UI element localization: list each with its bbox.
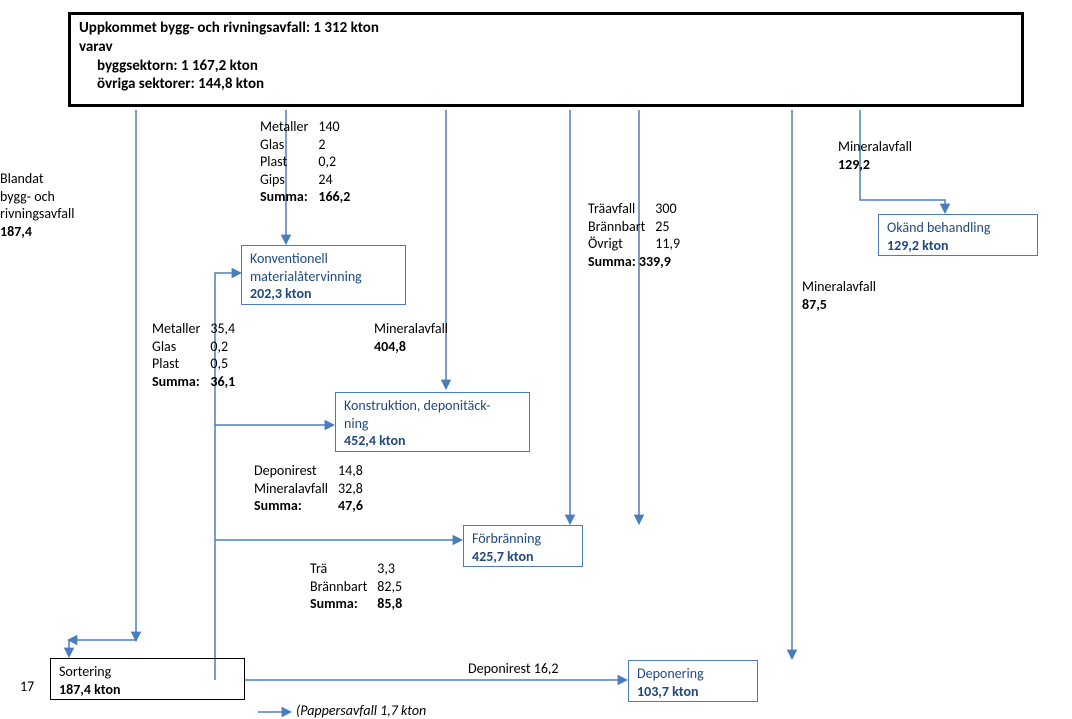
main-line4: övriga sektorer: 144,8 kton — [79, 75, 1013, 94]
table-cell: 14,8 — [338, 462, 373, 480]
mineral-404-v: 404,8 — [374, 338, 448, 356]
table-cell: Glas — [152, 338, 210, 356]
main-line2: varav — [79, 38, 1013, 57]
node-landfill: Deponering 103,7 kton — [628, 660, 758, 702]
mineral-87-l: Mineralavfall — [802, 278, 876, 296]
mineral-404-l: Mineralavfall — [374, 320, 448, 338]
table-cell: 11,9 — [655, 235, 690, 253]
node-sorting: Sortering 187,4 kton — [50, 658, 245, 700]
blandat-l1: Blandat — [0, 170, 110, 188]
table-materials-2: Metaller35,4Glas0,2Plast0,5Summa:36,1 — [152, 320, 245, 390]
mineral-129-label: Mineralavfall 129,2 — [838, 138, 912, 173]
table-sum-label: Summa: — [310, 595, 377, 613]
blandat-value: 187,4 — [0, 223, 110, 241]
table-cell: Plast — [260, 153, 318, 171]
table-cell: 140 — [318, 118, 360, 136]
table-cell: 24 — [318, 171, 360, 189]
node-recycling-value: 202,3 kton — [250, 285, 397, 303]
main-header-box: Uppkommet bygg- och rivningsavfall: 1 31… — [68, 12, 1024, 107]
table-sum-value: 85,8 — [377, 595, 412, 613]
table-sum-value: 166,2 — [318, 188, 360, 206]
node-construction-l2: ning — [344, 415, 521, 433]
node-landfill-value: 103,7 kton — [637, 683, 749, 701]
table-sum-label: Summa: — [254, 497, 338, 515]
blandat-l2: bygg- och — [0, 188, 110, 206]
node-sorting-title: Sortering — [59, 663, 236, 681]
table-cell: 35,4 — [210, 320, 245, 338]
table-cell: 25 — [655, 218, 690, 236]
table-tra-brannbart: Trä3,3Brännbart82,5Summa:85,8 — [310, 560, 412, 613]
table-cell: Deponirest — [254, 462, 338, 480]
main-line3: byggsektorn: 1 167,2 kton — [79, 57, 1013, 76]
table-sum: Summa: 339,9 — [588, 253, 690, 271]
blandat-l3: rivningsavfall — [0, 205, 110, 223]
node-construction-l1: Konstruktion, deponitäck- — [344, 397, 521, 415]
mineral-404-label: Mineralavfall 404,8 — [374, 320, 448, 355]
table-sum-label: Summa: — [260, 188, 318, 206]
table-cell: Mineralavfall — [254, 480, 338, 498]
table-sum-value: 47,6 — [338, 497, 373, 515]
table-cell: 32,8 — [338, 480, 373, 498]
table-cell: Glas — [260, 136, 318, 154]
table-cell: 3,3 — [377, 560, 412, 578]
node-combustion-value: 425,7 kton — [472, 548, 574, 566]
node-recycling-l2: materialåtervinning — [250, 268, 397, 286]
node-recycling: Konventionell materialåtervinning 202,3 … — [241, 245, 406, 305]
mineral-129-l: Mineralavfall — [838, 138, 912, 156]
table-cell: Metaller — [260, 118, 318, 136]
table-cell: 2 — [318, 136, 360, 154]
table-cell: Brännbart — [310, 578, 377, 596]
node-combustion-title: Förbränning — [472, 530, 574, 548]
table-cell: 300 — [655, 200, 690, 218]
page-number: 17 — [20, 678, 34, 695]
table-cell: 0,2 — [318, 153, 360, 171]
table-materials-1: Metaller140Glas2Plast0,2Gips24Summa:166,… — [260, 118, 360, 206]
mineral-87-v: 87,5 — [802, 296, 876, 314]
node-unknown-value: 129,2 kton — [887, 237, 1029, 255]
paper-waste-l1: (Pappersavfall 1,7 kton — [296, 702, 426, 719]
mineral-129-v: 129,2 — [838, 156, 912, 174]
node-landfill-title: Deponering — [637, 665, 749, 683]
blandat-label: Blandat bygg- och rivningsavfall 187,4 — [0, 170, 110, 240]
table-cell: 0,5 — [210, 355, 245, 373]
deponirest-16-label: Deponirest 16,2 — [468, 660, 559, 678]
mineral-87-label: Mineralavfall 87,5 — [802, 278, 876, 313]
table-traavfall: Träavfall300Brännbart25Övrigt11,9Summa: … — [588, 200, 690, 270]
table-cell: Trä — [310, 560, 377, 578]
node-sorting-value: 187,4 kton — [59, 681, 236, 699]
table-sum-value: 36,1 — [210, 373, 245, 391]
node-unknown: Okänd behandling 129,2 kton — [878, 214, 1038, 256]
deponirest-16-text: Deponirest 16,2 — [468, 660, 559, 677]
table-cell: 82,5 — [377, 578, 412, 596]
node-construction-value: 452,4 kton — [344, 432, 521, 450]
table-cell: Övrigt — [588, 235, 655, 253]
table-cell: Träavfall — [588, 200, 655, 218]
main-line1: Uppkommet bygg- och rivningsavfall: 1 31… — [79, 19, 1013, 38]
table-cell: Brännbart — [588, 218, 655, 236]
table-deponi-mineral: Deponirest14,8Mineralavfall32,8Summa:47,… — [254, 462, 373, 515]
node-construction: Konstruktion, deponitäck- ning 452,4 kto… — [335, 392, 530, 452]
table-cell: 0,2 — [210, 338, 245, 356]
table-cell: Plast — [152, 355, 210, 373]
node-combustion: Förbränning 425,7 kton — [463, 525, 583, 567]
node-unknown-title: Okänd behandling — [887, 219, 1029, 237]
table-sum-label: Summa: — [152, 373, 210, 391]
table-cell: Metaller — [152, 320, 210, 338]
table-cell: Gips — [260, 171, 318, 189]
node-recycling-l1: Konventionell — [250, 250, 397, 268]
paper-waste-note: (Pappersavfall 1,7 kton räknas inte in i… — [296, 702, 426, 719]
